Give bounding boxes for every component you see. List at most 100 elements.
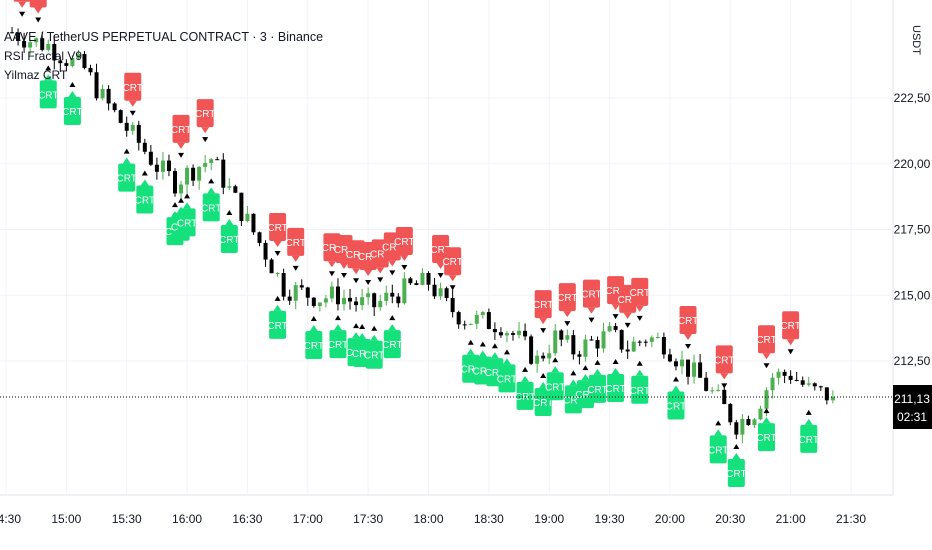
candle-body [492, 328, 497, 333]
candle-body [287, 296, 292, 301]
crt-bear-box [758, 325, 775, 354]
candle-body [498, 332, 503, 336]
candle-body [698, 362, 703, 378]
up-arrow-icon [522, 366, 529, 372]
crt-bear-text: CRT [678, 316, 698, 327]
candle-body [782, 371, 787, 376]
crt-bull-marker: CRT [382, 315, 402, 359]
crt-bull-marker: CRT [666, 376, 686, 420]
up-arrow-icon [226, 209, 233, 215]
candle-body [209, 159, 214, 164]
crt-bull-pointer [466, 348, 475, 355]
crt-bull-text: CRT [666, 402, 686, 413]
crt-bear-text: CRT [358, 252, 378, 263]
candle-body [22, 40, 27, 48]
crt-bull-pointer [333, 324, 342, 331]
crt-bull-pointer [352, 332, 361, 339]
crt-bull-box [631, 375, 649, 404]
crt-bull-pointer [44, 74, 53, 81]
crt-bull-pointer [635, 369, 644, 376]
time-tick-label: 19:00 [534, 512, 564, 526]
candle-body [710, 390, 715, 392]
candle-body [577, 354, 582, 357]
crt-bull-text: CRT [756, 433, 776, 444]
crt-bear-pointer [762, 353, 771, 360]
price-tick-label: 220,00 [894, 157, 931, 171]
candle-body [203, 163, 208, 167]
crt-bull-text: CRT [605, 384, 625, 395]
crt-bull-pointer [388, 324, 397, 331]
candle-body [673, 361, 678, 367]
crt-markers: CRT CRT CRT CRT CRT CRT CRT CRT CRT CRT CRT CRT CRT C… [13, 0, 819, 488]
down-arrow-icon [202, 137, 209, 143]
down-arrow-icon [292, 265, 299, 271]
time-tick-label: 16:00 [172, 512, 202, 526]
crt-bear-text: CRT [171, 125, 191, 136]
candle-body [661, 337, 666, 355]
crt-bull-box [39, 80, 57, 109]
up-arrow-icon [540, 373, 547, 379]
candle-body [106, 88, 111, 104]
crt-bull-pointer [762, 417, 771, 424]
grid [0, 0, 893, 495]
crt-bear-box [269, 213, 287, 242]
candle-body [426, 272, 431, 285]
crt-bull-marker: CRT [726, 444, 747, 488]
crt-bear-marker: CRT [195, 99, 215, 143]
candle-body [384, 292, 389, 301]
candle-body [613, 326, 618, 330]
candle-body [637, 341, 642, 343]
candle-body [94, 72, 99, 99]
crt-bear-text: CRT [442, 257, 462, 268]
up-arrow-icon [636, 360, 643, 366]
crt-bear-box [444, 247, 462, 276]
candle-body [221, 159, 226, 188]
candle-body [456, 312, 461, 325]
last-price-label: 211,13 [894, 392, 930, 406]
crt-bull-marker: CRT [177, 193, 197, 237]
down-arrow-icon [35, 17, 42, 23]
candle-body [529, 336, 534, 364]
crt-bear-marker: CRT [28, 0, 48, 23]
indicator-rsi-fractal[interactable]: RSI Fractal V9 [4, 49, 83, 63]
candle-body [52, 43, 57, 61]
indicator-yilmaz-crt[interactable]: Yilmaz CRT [4, 68, 68, 82]
crt-bear-text: CRT [581, 290, 601, 301]
crt-bull-box [589, 374, 606, 403]
crt-bull-box [727, 459, 745, 488]
candle-body [764, 390, 769, 409]
crt-bear-box [534, 290, 552, 319]
candle-body [607, 326, 612, 332]
symbol-title[interactable]: AAVE / TetherUS PERPETUAL CONTRACT · 3 ·… [4, 30, 324, 44]
down-arrow-icon [787, 349, 794, 355]
crt-bull-box [118, 163, 136, 192]
candle-body [179, 184, 184, 194]
candle-body [595, 339, 600, 349]
candle-body [402, 278, 407, 304]
crt-bull-marker: CRT [545, 357, 565, 401]
up-arrow-icon [359, 323, 366, 329]
crt-bull-marker: CRT [605, 359, 626, 403]
candle-body [818, 386, 823, 388]
crt-bull-marker: CRT [267, 295, 288, 339]
candle-body [776, 371, 781, 378]
candle-body [812, 383, 817, 387]
crt-bear-text: CRT [714, 355, 734, 366]
crt-bear-pointer [388, 260, 397, 267]
crt-bear-pointer [448, 275, 457, 282]
candle-body [722, 389, 727, 405]
crt-bear-text: CRT [605, 286, 625, 297]
axes: USDT 211,13 02:31 222,50 220,00 217,50 215,… [0, 0, 932, 526]
up-arrow-icon [503, 349, 510, 355]
candle-body [70, 57, 75, 66]
crt-bull-text: CRT [726, 469, 746, 480]
crt-bear-marker: CRT [533, 290, 553, 334]
crt-bear-marker: CRT [442, 247, 463, 291]
candle-body [450, 297, 455, 313]
time-tick-label: 21:30 [836, 512, 866, 526]
candle-body [704, 377, 709, 391]
last-price-box: 211,13 02:31 [893, 385, 932, 429]
crt-bear-text: CRT [334, 245, 354, 256]
crt-bull-marker: CRT [799, 409, 819, 453]
